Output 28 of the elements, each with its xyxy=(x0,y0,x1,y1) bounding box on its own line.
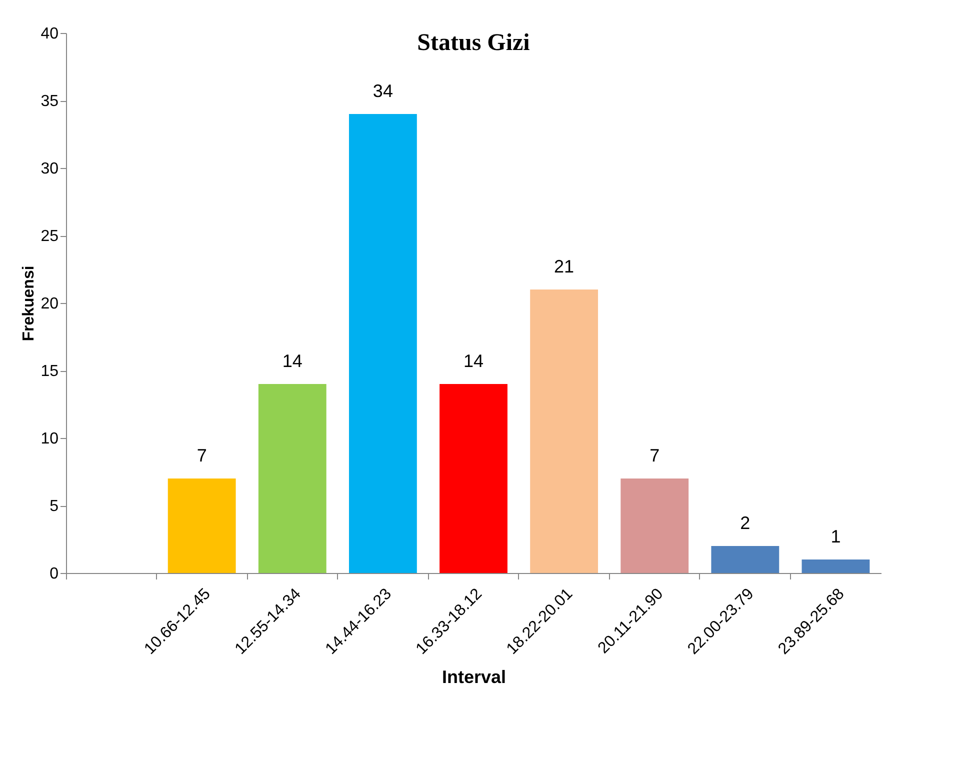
y-tick-label: 20 xyxy=(40,296,59,312)
data-label: 34 xyxy=(372,81,393,101)
data-label: 2 xyxy=(740,513,750,533)
y-tick-label: 5 xyxy=(50,498,59,515)
bar xyxy=(711,546,780,573)
data-label: 14 xyxy=(282,351,302,371)
data-label: 7 xyxy=(196,446,207,466)
y-tick-label: 35 xyxy=(40,93,59,110)
bar xyxy=(440,384,508,573)
data-label: 7 xyxy=(650,446,660,466)
y-axis-title: Frekuensi xyxy=(20,266,38,342)
y-tick-label: 30 xyxy=(40,160,59,178)
data-label: 21 xyxy=(554,256,574,276)
y-tick-label: 25 xyxy=(40,228,59,245)
bar xyxy=(620,478,689,573)
y-tick-label: 10 xyxy=(40,430,59,448)
y-tick-label: 40 xyxy=(40,26,59,42)
x-axis-title: Interval xyxy=(442,667,506,688)
bar xyxy=(168,478,236,573)
bar xyxy=(348,114,417,573)
bar xyxy=(802,560,870,573)
data-label: 1 xyxy=(830,526,841,546)
bar xyxy=(530,290,598,573)
y-tick-label: 15 xyxy=(40,363,59,380)
bar xyxy=(258,384,326,573)
y-tick-label: 0 xyxy=(50,566,59,582)
data-label: 14 xyxy=(463,351,484,371)
chart-title: Status Gizi xyxy=(417,30,530,56)
